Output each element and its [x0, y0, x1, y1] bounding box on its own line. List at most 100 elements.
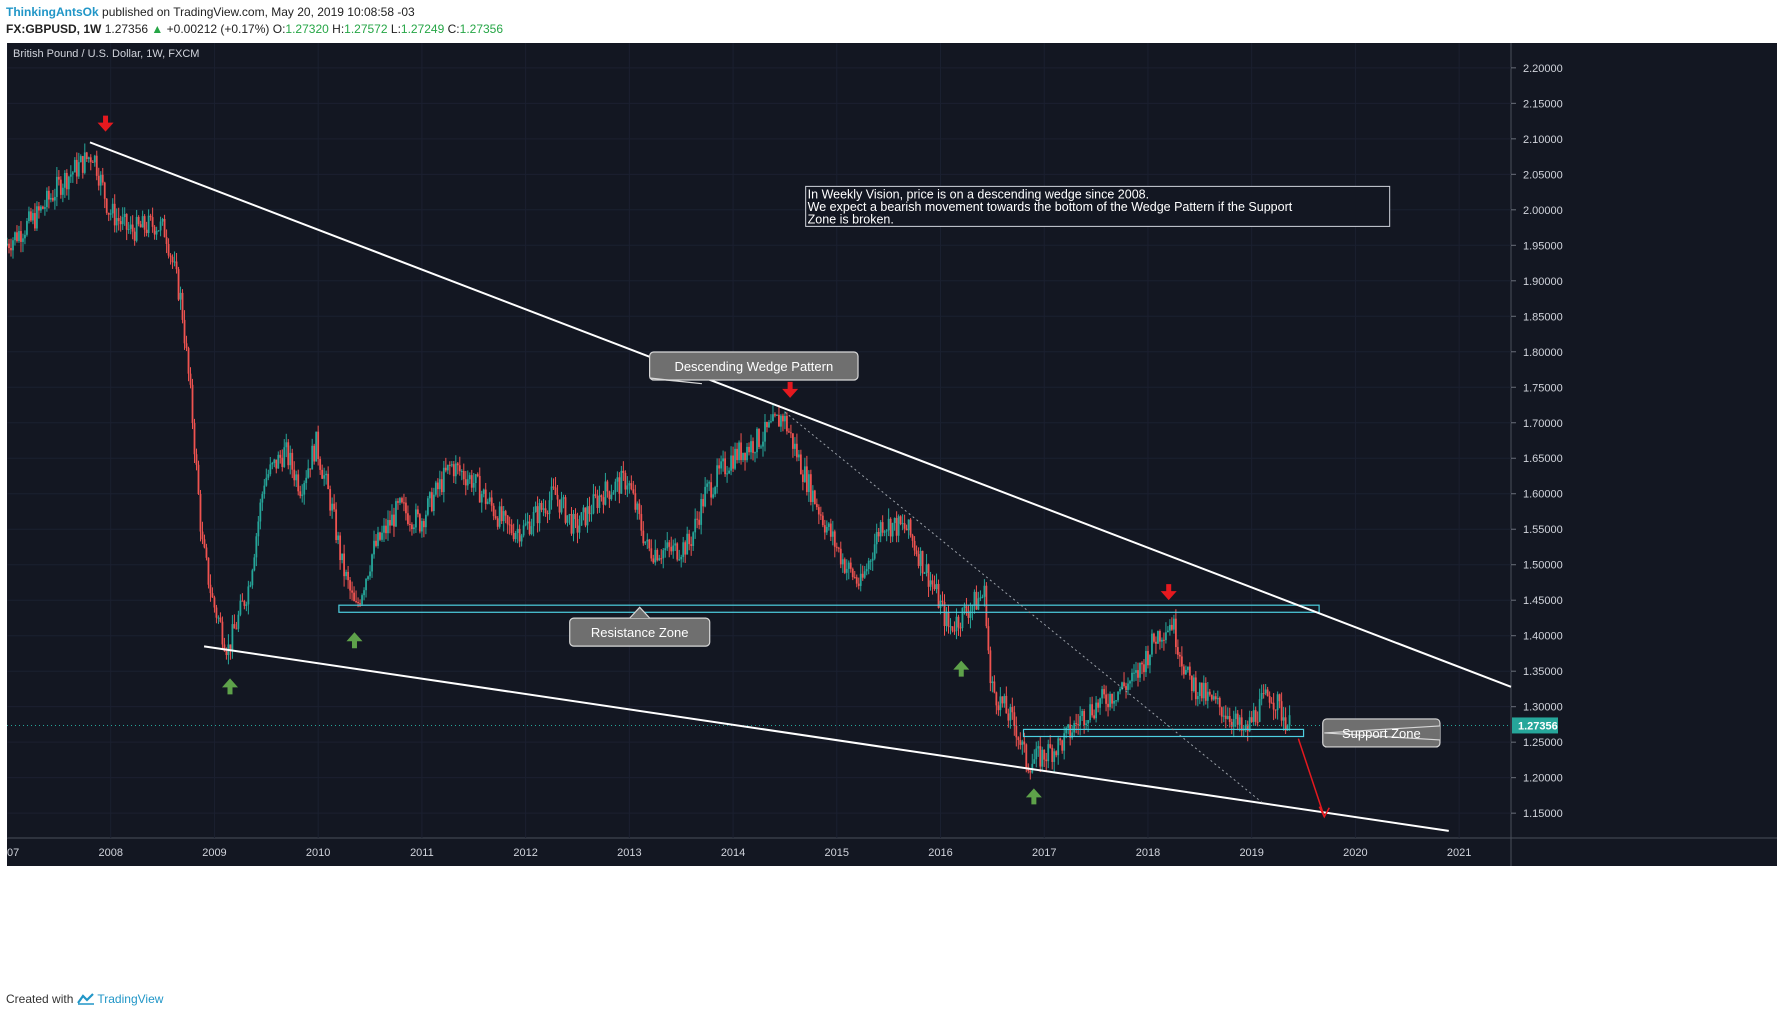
candle-body: [899, 516, 902, 524]
candle-body: [83, 152, 86, 173]
candle-body: [1260, 693, 1263, 700]
candle-body: [803, 466, 806, 482]
candle-body: [594, 494, 597, 496]
chart-area[interactable]: Descending Wedge Pattern Resistance Zone S…: [0, 43, 1777, 983]
symbol-line: FX:GBPUSD, 1W 1.27356 ▲ +0.00212 (+0.17%…: [6, 21, 503, 38]
candle-body: [722, 458, 724, 462]
candle-body: [825, 526, 828, 533]
candle-body: [175, 261, 178, 270]
low-value: 1.27249: [400, 22, 445, 36]
candle-body: [397, 501, 399, 503]
candle-body: [907, 519, 910, 531]
candle-body: [636, 503, 639, 510]
candle-body: [285, 442, 288, 448]
candle-body: [239, 600, 242, 615]
candle-body: [805, 466, 808, 492]
candle-body: [371, 554, 373, 572]
candle-body: [165, 237, 168, 245]
high-label: H:: [332, 22, 345, 36]
candle-body: [853, 577, 856, 579]
y-tick-label: 1.25000: [1523, 737, 1563, 749]
marker-up-arrow-icon: [953, 660, 970, 677]
brand-name: TradingView: [97, 992, 164, 1006]
candle-body: [197, 464, 200, 495]
candle-body: [399, 498, 401, 503]
candle-body: [562, 497, 565, 499]
candle-body: [1238, 717, 1241, 725]
candle-body: [839, 548, 842, 565]
symbol-label[interactable]: FX:GBPUSD, 1W: [6, 22, 102, 36]
candle-body: [975, 591, 978, 610]
candle-body: [857, 583, 860, 586]
candle-body: [620, 470, 623, 494]
candle-body: [570, 514, 573, 534]
candle-body: [616, 477, 619, 482]
candle-body: [1085, 723, 1088, 725]
candle-body: [1145, 651, 1147, 673]
candle-body: [614, 481, 617, 493]
candle-body: [580, 512, 583, 526]
candle-body: [1041, 749, 1044, 767]
candle-body: [32, 213, 34, 221]
candle-body: [293, 469, 296, 481]
candle-body: [123, 214, 126, 218]
candle-body: [809, 474, 812, 503]
created-with: Created with: [6, 992, 74, 1006]
candle-body: [656, 549, 659, 561]
candle-body: [662, 550, 665, 559]
support-zone-label: Support Zone: [1342, 726, 1421, 741]
candle-body: [518, 528, 521, 542]
candle-body: [395, 501, 397, 527]
candle-body: [333, 503, 336, 510]
candle-body: [1119, 688, 1121, 692]
candle-body: [1214, 696, 1217, 700]
candle-body: [401, 498, 403, 503]
chart-header: ThinkingAntsOk published on TradingView.…: [6, 4, 503, 38]
tradingview-brand[interactable]: TradingView: [77, 992, 163, 1006]
current-price-label: 1.27356: [1518, 720, 1558, 732]
candle-body: [257, 521, 260, 537]
candle-body: [65, 172, 68, 190]
candle-body: [714, 487, 717, 495]
candle-body: [125, 214, 128, 230]
candle-body: [149, 215, 152, 218]
time-axis-background: [7, 838, 1777, 866]
candle-body: [957, 616, 960, 628]
candle-body: [1264, 689, 1267, 694]
candle-body: [1103, 689, 1105, 695]
candle-body: [835, 546, 838, 548]
candle-body: [965, 606, 968, 614]
candle-body: [606, 481, 609, 492]
candle-body: [339, 535, 342, 561]
x-tick-label: 2014: [721, 847, 745, 859]
candle-body: [1218, 698, 1221, 708]
candle-body: [377, 532, 379, 546]
price-chart[interactable]: Descending Wedge Pattern Resistance Zone S…: [0, 43, 1777, 983]
candle-body: [1073, 723, 1076, 733]
candle-body: [1186, 666, 1189, 670]
candle-body: [1115, 700, 1117, 702]
candle-body: [566, 515, 569, 523]
candle-body: [514, 532, 517, 540]
candle-body: [169, 255, 172, 257]
candle-body: [1013, 712, 1016, 726]
candle-body: [1005, 695, 1008, 714]
candle-body: [736, 448, 738, 461]
candle-body: [147, 215, 150, 234]
candle-body: [626, 485, 629, 490]
candle-body: [1135, 670, 1137, 673]
candle-body: [38, 206, 40, 211]
candle-body: [16, 232, 18, 241]
candle-body: [317, 431, 320, 460]
candle-body: [1025, 744, 1028, 769]
candle-body: [1139, 662, 1141, 678]
candle-body: [953, 630, 956, 632]
candle-body: [321, 469, 324, 479]
x-tick-label: 2015: [825, 847, 849, 859]
candle-body: [271, 462, 274, 465]
candle-body: [10, 248, 12, 251]
candle-body: [121, 217, 124, 225]
candle-body: [47, 190, 50, 200]
candle-body: [592, 494, 595, 514]
author-link[interactable]: ThinkingAntsOk: [6, 5, 99, 19]
